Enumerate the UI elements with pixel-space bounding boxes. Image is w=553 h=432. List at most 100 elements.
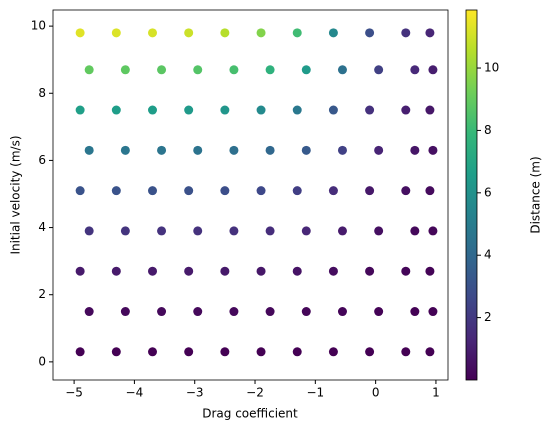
scatter-point xyxy=(184,105,194,115)
scatter-point xyxy=(374,226,384,236)
scatter-point xyxy=(229,65,239,75)
scatter-point xyxy=(265,307,275,317)
plot-frame xyxy=(52,9,449,381)
scatter-point xyxy=(410,307,420,317)
scatter-point xyxy=(301,307,311,317)
scatter-point xyxy=(256,28,266,38)
scatter-point xyxy=(265,145,275,155)
colorbar-tick-label: 6 xyxy=(484,185,492,199)
scatter-point xyxy=(301,65,311,75)
scatter-point xyxy=(365,105,375,115)
scatter-point xyxy=(328,347,338,357)
colorbar-tick-label: 8 xyxy=(484,123,492,137)
scatter-point xyxy=(374,145,384,155)
scatter-point xyxy=(374,65,384,75)
scatter-point xyxy=(229,307,239,317)
scatter-point xyxy=(157,226,167,236)
scatter-point xyxy=(184,347,194,357)
scatter-point xyxy=(365,28,375,38)
scatter-point xyxy=(157,145,167,155)
scatter-point xyxy=(84,307,94,317)
scatter-point xyxy=(256,105,266,115)
scatter-point xyxy=(84,65,94,75)
y-tick-label: 0 xyxy=(38,354,46,368)
scatter-point xyxy=(292,186,302,196)
scatter-point xyxy=(401,105,411,115)
scatter-point xyxy=(75,28,85,38)
colorbar-tick-label: 2 xyxy=(484,310,492,324)
scatter-point xyxy=(75,266,85,276)
scatter-point xyxy=(365,347,375,357)
scatter-point xyxy=(425,347,435,357)
scatter-point xyxy=(157,65,167,75)
x-tick-label: −5 xyxy=(65,386,83,400)
scatter-point xyxy=(365,186,375,196)
scatter-point xyxy=(292,105,302,115)
scatter-point xyxy=(120,307,130,317)
scatter-point xyxy=(220,266,230,276)
y-tick-label: 10 xyxy=(31,19,46,33)
y-tick-label: 6 xyxy=(38,153,46,167)
scatter-point xyxy=(292,266,302,276)
y-axis-label: Initial velocity (m/s) xyxy=(9,135,23,254)
scatter-point xyxy=(328,105,338,115)
scatter-point xyxy=(428,226,438,236)
scatter-point xyxy=(328,186,338,196)
scatter-point xyxy=(410,226,420,236)
scatter-point xyxy=(256,186,266,196)
scatter-point xyxy=(401,28,411,38)
scatter-point xyxy=(220,347,230,357)
scatter-point xyxy=(193,65,203,75)
scatter-point xyxy=(75,186,85,196)
scatter-point xyxy=(374,307,384,317)
scatter-point xyxy=(256,266,266,276)
scatter-point xyxy=(425,105,435,115)
scatter-point xyxy=(328,28,338,38)
scatter-point xyxy=(410,145,420,155)
y-tick-label: 4 xyxy=(38,220,46,234)
scatter-point xyxy=(428,307,438,317)
scatter-point xyxy=(84,226,94,236)
x-tick-label: −3 xyxy=(186,386,204,400)
scatter-point xyxy=(148,186,158,196)
scatter-point xyxy=(148,266,158,276)
scatter-point xyxy=(292,347,302,357)
scatter-point xyxy=(425,266,435,276)
scatter-point xyxy=(229,145,239,155)
scatter-point xyxy=(301,145,311,155)
scatter-point xyxy=(337,145,347,155)
x-tick-label: −1 xyxy=(306,386,324,400)
scatter-point xyxy=(148,28,158,38)
scatter-point xyxy=(337,226,347,236)
y-tick-label: 2 xyxy=(38,287,46,301)
scatter-point xyxy=(365,266,375,276)
scatter-point xyxy=(401,347,411,357)
scatter-point xyxy=(111,186,121,196)
scatter-point xyxy=(292,28,302,38)
scatter-point xyxy=(75,105,85,115)
scatter-point xyxy=(111,347,121,357)
x-tick-label: 0 xyxy=(372,386,380,400)
scatter-point xyxy=(193,226,203,236)
scatter-point xyxy=(328,266,338,276)
scatter-point xyxy=(157,307,167,317)
scatter-point xyxy=(428,145,438,155)
scatter-point xyxy=(184,266,194,276)
scatter-point xyxy=(428,65,438,75)
scatter-point xyxy=(265,226,275,236)
scatter-point xyxy=(337,65,347,75)
scatter-point xyxy=(111,266,121,276)
scatter-point xyxy=(220,186,230,196)
scatter-point xyxy=(425,28,435,38)
scatter-point xyxy=(229,226,239,236)
scatter-point xyxy=(301,226,311,236)
colorbar-label: Distance (m) xyxy=(529,156,543,233)
scatter-point xyxy=(84,145,94,155)
scatter-point xyxy=(75,347,85,357)
scatter-point xyxy=(401,186,411,196)
scatter-point xyxy=(193,145,203,155)
scatter-point xyxy=(193,307,203,317)
scatter-point xyxy=(120,145,130,155)
scatter-point xyxy=(184,186,194,196)
scatter-point xyxy=(148,347,158,357)
